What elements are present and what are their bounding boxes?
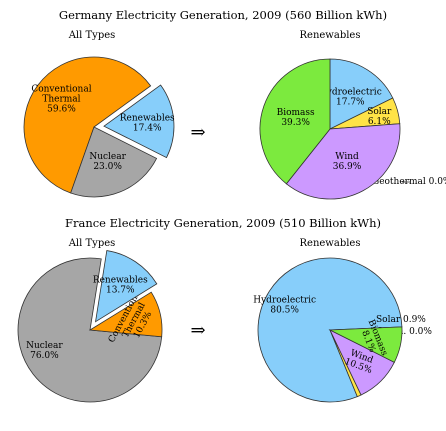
germany-renewables-label-hydroelectric: Hydroelectric 17.7% [319, 87, 382, 107]
france-all-types-pie: Nuclear 76.0%ConventionalThermal10.3%Rene… [17, 250, 163, 403]
france-renewables-label-solar: Solar 0.9% [376, 315, 426, 325]
germany-all-types-slice-conventional-thermal [23, 56, 152, 194]
france-renewables-label-geoth: Geoth. 0.0% [376, 327, 432, 337]
germany-renewables-label-wind: Wind 36.9% [333, 152, 362, 172]
germany-renewables-slice-biomass [259, 58, 331, 185]
germany-all-types-label-nuclear: Nuclear 23.0% [89, 152, 126, 172]
germany-renewables-slice-hydroelectric [329, 58, 394, 130]
germany-all-types-slice-renewables [103, 84, 175, 159]
france-arrow-icon: ⇒ [190, 320, 205, 341]
france-all-types-subtitle: All Types [68, 238, 116, 249]
france-renewables-pie: Hydroelectric 80.5%Solar 0.9%Geoth. 0.0%W… [253, 257, 432, 403]
france-title: France Electricity Generation, 2009 (510… [65, 216, 381, 230]
france-all-types-slice-conventional-thermal [88, 291, 163, 338]
germany-renewables-label-solar: Solar 6.1% [367, 107, 392, 127]
germany-renewables-slice-wind [285, 123, 401, 200]
france-all-types-label-renewables: Renewables 13.7% [93, 276, 148, 296]
france-all-types-slice-renewables [95, 250, 158, 323]
germany-all-types-label-conventional-thermal: Conventional Thermal 59.6% [31, 85, 91, 115]
germany-all-types-pie: Conventional Thermal 59.6% Nuclear 23.0% Rene… [23, 56, 175, 198]
france-renewables-subtitle: Renewables [300, 238, 361, 249]
germany-renewables-label-biomass: Biomass 39.3% [277, 108, 315, 128]
germany-all-types-subtitle: All Types [68, 30, 116, 41]
germany-renewables-pie: Hydroelectric 17.7%Solar 6.1%Geothermal 0.… [259, 58, 446, 200]
germany-all-types-label-renewables: Renewables 17.4% [120, 114, 175, 134]
germany-all-types-slice-nuclear [70, 126, 158, 198]
france-renewables-slice-biomass [328, 326, 403, 363]
germany-arrow-icon: ⇒ [190, 122, 205, 143]
germany-title: Germany Electricity Generation, 2009 (56… [59, 8, 387, 22]
france-renewables-label-hydroelectric: Hydroelectric 80.5% [253, 296, 316, 316]
france-all-types-label-nuclear: Nuclear 76.0% [26, 341, 63, 361]
germany-renewables-subtitle: Renewables [300, 30, 361, 41]
